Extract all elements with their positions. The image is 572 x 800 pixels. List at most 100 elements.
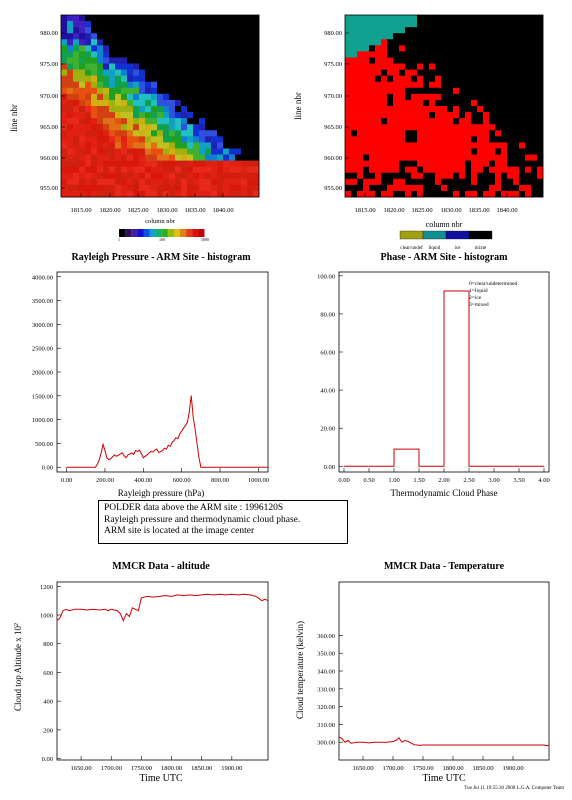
data-point — [141, 597, 142, 599]
x-tick-label: 1900.00 — [502, 765, 523, 772]
data-point — [404, 740, 406, 741]
data-point — [158, 452, 160, 453]
y-tick-label: 0.00 — [42, 756, 53, 763]
altitude-chart-title: MMCR Data - altitude — [112, 561, 210, 572]
data-point — [169, 445, 171, 447]
data-point — [137, 610, 139, 612]
phase-xlabel: Thermodynamic Cloud Phase — [391, 488, 498, 498]
y-tick-label: 800 — [43, 641, 53, 648]
x-tick-label: 1700.00 — [382, 765, 403, 772]
top-right-xtick-label: 1835.00 — [468, 207, 489, 214]
top-left-xlabel: column nbr — [145, 218, 176, 225]
data-point — [410, 742, 412, 744]
top-right-xtick-label: 1825.00 — [411, 207, 432, 214]
data-point — [196, 443, 198, 444]
data-point — [127, 454, 129, 456]
y-tick-label: 2500.00 — [32, 346, 53, 353]
data-point — [181, 430, 183, 432]
top-left-xtick-label: 1825.00 — [127, 207, 148, 214]
data-point — [98, 609, 100, 611]
data-point — [100, 452, 102, 454]
legend-swatch — [468, 230, 493, 240]
cloud-phase-image — [345, 15, 544, 198]
data-point — [347, 740, 349, 741]
data-point — [171, 442, 173, 443]
legend-swatch — [422, 230, 447, 240]
data-point — [162, 450, 163, 451]
data-point — [164, 447, 165, 449]
data-point — [177, 438, 179, 440]
x-tick-label: 0.00 — [61, 477, 72, 484]
data-point — [200, 466, 202, 468]
data-point — [261, 600, 263, 602]
x-tick-label: 1750.00 — [131, 765, 152, 772]
data-point — [68, 610, 70, 612]
data-point — [167, 444, 169, 446]
data-point — [419, 745, 421, 746]
y-tick-label: 20.00 — [320, 426, 335, 433]
x-tick-label: 2.50 — [463, 477, 474, 484]
x-tick-label: 1.50 — [413, 477, 424, 484]
data-point — [190, 395, 192, 397]
data-point — [482, 744, 484, 746]
data-point — [135, 450, 137, 451]
data-point — [165, 595, 166, 597]
data-point — [96, 463, 98, 465]
plot-frame — [338, 581, 550, 761]
data-point — [154, 449, 156, 451]
data-point — [548, 745, 550, 747]
data-point — [134, 608, 136, 610]
y-tick-label: 320.00 — [317, 704, 335, 711]
data-point — [543, 465, 545, 467]
data-point — [98, 459, 100, 461]
data-point — [121, 452, 123, 454]
data-point — [177, 594, 178, 596]
data-point — [189, 594, 191, 596]
data-point — [192, 416, 194, 418]
data-point — [195, 595, 197, 597]
data-point — [368, 742, 370, 744]
data-point — [225, 594, 227, 596]
top-left-ytick-label: 955.00 — [40, 185, 58, 192]
data-point — [350, 742, 352, 744]
data-point — [114, 454, 115, 456]
temperature-chart: 300.00 310.00 320.00 330.00 340.00 350.00 360.… — [317, 581, 550, 772]
altitude-ylabel: Cloud top Altitude x 102 — [13, 623, 23, 711]
data-point — [407, 741, 409, 742]
data-point — [207, 593, 209, 595]
data-point — [125, 613, 127, 614]
y-tick-label: 350.00 — [317, 651, 335, 658]
plot-frame — [56, 271, 269, 473]
data-point — [148, 452, 150, 454]
top-right-ylabel: line nbr — [293, 92, 303, 120]
y-tick-label: 80.00 — [320, 311, 335, 318]
x-tick-label: 4.00 — [538, 477, 549, 484]
info-line-2: Rayleigh pressure and thermodynamic clou… — [104, 514, 301, 525]
series-line — [344, 290, 544, 467]
phase-annotation: 1=liquid — [469, 288, 488, 294]
pressure-colorbar — [119, 229, 205, 237]
data-point — [146, 454, 148, 456]
top-right-xtick-label: 1830.00 — [440, 207, 461, 214]
rayleigh-histogram-chart: 0.00 500.00 1000.00 1500.00 2000.00 2500.00 30… — [32, 271, 269, 484]
data-point — [74, 608, 76, 610]
data-point — [468, 465, 470, 467]
x-tick-label: 1000.00 — [248, 477, 269, 484]
legend-swatch — [399, 230, 424, 240]
top-right-xtick-label: 1840.00 — [496, 207, 517, 214]
x-tick-label: 200.00 — [96, 477, 114, 484]
data-point — [512, 744, 514, 746]
y-tick-label: 1200 — [40, 584, 53, 591]
data-point — [80, 608, 82, 610]
data-point — [219, 593, 221, 595]
data-point — [362, 741, 364, 743]
data-point — [185, 424, 186, 426]
data-point — [142, 457, 144, 459]
data-point — [104, 450, 106, 451]
x-tick-label: 0.50 — [363, 477, 374, 484]
data-point — [86, 609, 88, 611]
data-point — [188, 410, 190, 412]
data-point — [110, 458, 112, 460]
data-point — [144, 455, 146, 457]
data-point — [231, 593, 233, 595]
